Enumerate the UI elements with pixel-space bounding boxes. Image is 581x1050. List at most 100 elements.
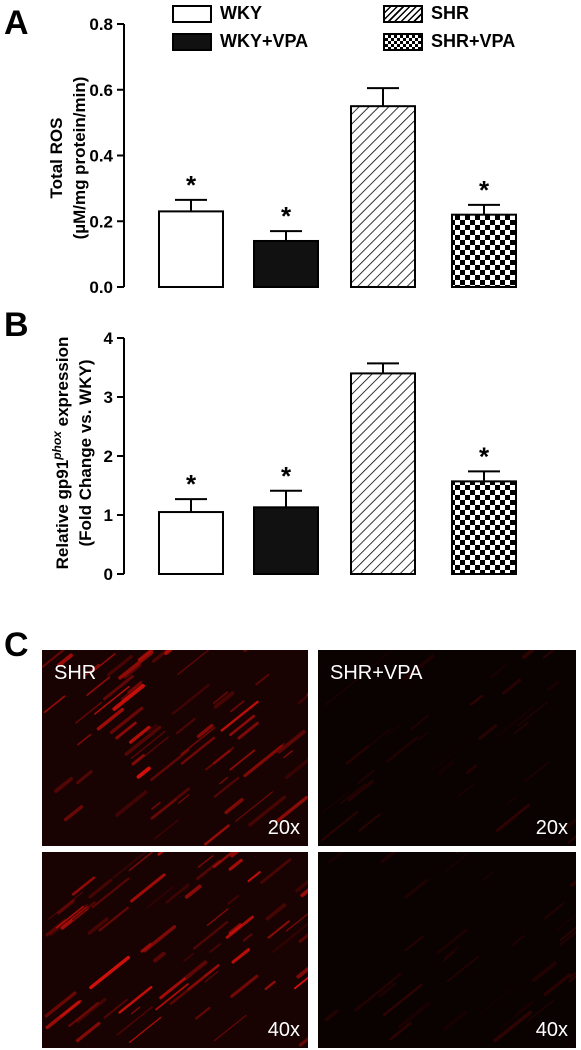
tissue-streak	[526, 1000, 554, 1023]
tissue-streak	[183, 960, 208, 981]
tissue-streak	[514, 1001, 533, 1016]
significance-marker: *	[281, 461, 292, 491]
tissue-streak	[48, 891, 83, 920]
tissue-streak	[93, 653, 116, 671]
legend-label: WKY+VPA	[220, 31, 309, 51]
tissue-streak	[193, 920, 229, 950]
micrograph-group-label: SHR	[54, 662, 97, 684]
tissue-streak	[87, 917, 109, 935]
tissue-streak	[118, 985, 153, 1014]
tissue-streak	[115, 721, 137, 740]
panel-b-letter: B	[4, 306, 29, 344]
micrograph-image	[42, 650, 308, 846]
tissue-streak	[482, 870, 495, 882]
tissue-streak	[88, 878, 113, 899]
tissue-streak	[445, 853, 468, 872]
tissue-streak	[431, 750, 457, 771]
tissue-streak	[44, 991, 77, 1018]
tissue-streak	[213, 749, 231, 765]
y-tick-label: 0.4	[89, 147, 113, 166]
tissue-streak	[524, 762, 549, 782]
tissue-streak	[45, 1000, 81, 1030]
tissue-streak	[531, 961, 557, 983]
micrograph-shr-vpa-20x: SHR+VPA 20x	[318, 650, 576, 846]
chart-b-gp91phox: Relative gp91phox expression (Fold Chang…	[50, 329, 517, 584]
tissue-streak	[152, 650, 171, 663]
tissue-streak	[112, 684, 145, 711]
tissue-streak	[513, 721, 530, 735]
tissue-streak	[109, 706, 144, 735]
tissue-streak	[321, 790, 350, 814]
tissue-streak	[382, 984, 423, 1017]
micrograph-magnification: 20x	[535, 817, 568, 839]
significance-marker: *	[281, 201, 292, 231]
y-tick-label: 2	[104, 447, 113, 466]
bar-shr	[350, 105, 416, 288]
tissue-streak	[171, 683, 210, 715]
tissue-streak	[418, 731, 429, 741]
tissue-streak	[230, 700, 245, 713]
tissue-streak	[224, 798, 244, 815]
legend-swatch-checker	[383, 32, 423, 51]
y-tick-label: 0.6	[89, 81, 113, 100]
tissue-streak	[248, 795, 287, 827]
tissue-streak	[153, 951, 166, 963]
tissue-streak	[184, 884, 202, 899]
tissue-streak	[115, 790, 148, 817]
tissue-streak	[494, 706, 535, 739]
tissue-streak	[127, 680, 143, 694]
tissue-streak	[177, 794, 190, 804]
tissue-streak	[213, 1014, 247, 1042]
tissue-streak	[227, 895, 239, 905]
tissue-streak	[68, 1002, 99, 1028]
tissue-streak	[130, 873, 166, 903]
tissue-streak	[543, 972, 572, 997]
tissue-streak	[203, 824, 230, 846]
y-tick-label: 0.0	[89, 278, 113, 297]
tissue-streak	[296, 966, 308, 979]
tissue-streak	[151, 798, 177, 820]
tissue-streak	[124, 725, 162, 756]
micrograph-shr-vpa-40x: 40x	[318, 852, 576, 1048]
tissue-streak	[228, 923, 242, 935]
chart-a-total-ros: Total ROS (µM/mg protein/min) 0.00.20.40…	[47, 15, 517, 297]
tissue-streak	[559, 926, 576, 942]
tissue-streak	[568, 974, 576, 983]
chart-b-ylabel-line1: Relative gp91phox expression	[50, 337, 72, 570]
tissue-streak	[164, 650, 174, 656]
tissue-streak	[136, 766, 151, 779]
tissue-streak	[42, 650, 65, 669]
tissue-streak	[75, 997, 107, 1024]
y-tick-label: 4	[104, 329, 114, 348]
tissue-streak	[55, 905, 84, 929]
y-tick-label: 3	[104, 388, 113, 407]
tissue-streak	[386, 736, 419, 763]
tissue-streak	[213, 776, 240, 798]
micrograph-magnification: 20x	[267, 817, 300, 839]
tissue-streak	[478, 724, 498, 740]
tissue-streak	[378, 982, 397, 998]
legend-swatch-white	[172, 4, 212, 23]
legend-item-wky-vpa: WKY+VPA	[172, 31, 308, 52]
tissue-streak	[295, 879, 308, 893]
tissue-streak	[512, 934, 525, 946]
tissue-streak	[206, 908, 229, 926]
tissue-streak	[324, 677, 360, 707]
tissue-streak	[94, 685, 130, 715]
tissue-streak	[559, 930, 576, 946]
tissue-streak	[43, 695, 66, 714]
tissue-streak	[195, 1006, 211, 1020]
tissue-streak	[499, 816, 519, 832]
micrograph-background	[318, 852, 576, 1048]
tissue-streak	[247, 871, 261, 883]
tissue-streak	[102, 674, 134, 701]
tissue-streak	[151, 801, 161, 810]
tissue-streak	[153, 819, 179, 840]
tissue-streak	[385, 724, 401, 737]
tissue-streak	[567, 1039, 576, 1048]
tissue-streak	[130, 730, 166, 759]
tissue-streak	[324, 1009, 339, 1022]
micrograph-group-label: SHR+VPA	[330, 662, 423, 684]
tissue-streak	[489, 662, 509, 679]
tissue-streak	[230, 852, 240, 858]
